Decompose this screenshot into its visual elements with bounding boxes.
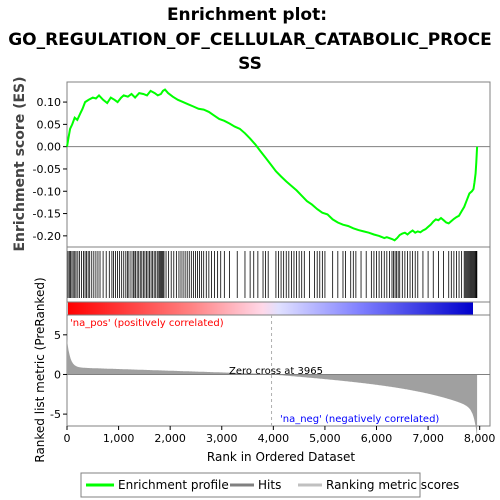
es-y-tick-label: -0.05 (33, 163, 61, 176)
es-y-tick-label: 0.10 (37, 96, 62, 109)
metric-y-tick-label: 0 (54, 368, 61, 381)
neg-label: 'na_neg' (negatively correlated) (280, 414, 439, 425)
correlation-color-bar (68, 302, 473, 315)
es-y-tick-label: 0.00 (37, 141, 62, 154)
es-y-tick-label: -0.10 (33, 185, 61, 198)
x-tick-label: 1,000 (103, 432, 135, 445)
legend-label-ranking: Ranking metric scores (326, 478, 459, 492)
x-tick-label: 8,000 (464, 432, 496, 445)
x-tick-label: 4,000 (258, 432, 290, 445)
es-y-ticks: 0.10 0.05 0.00 -0.05 -0.10 -0.15 -0.20 (33, 96, 67, 243)
es-panel-frame (66, 81, 491, 248)
metric-y-axis-label: Ranked list metric (PreRanked) (33, 277, 47, 462)
chart-title-line-3: SS (238, 54, 262, 74)
zero-cross-label: Zero cross at 3965 (229, 366, 323, 377)
x-tick-label: 7,000 (412, 432, 444, 445)
legend-label-enrichment: Enrichment profile (118, 478, 229, 492)
es-y-axis-label: Enrichment score (ES) (12, 76, 28, 251)
es-y-tick-label: -0.20 (33, 230, 61, 243)
es-panel: 0.10 0.05 0.00 -0.05 -0.10 -0.15 -0.20 Enrichm… (12, 76, 491, 252)
hits-panel (66, 246, 491, 303)
es-y-tick-label: 0.05 (37, 118, 62, 131)
es-y-tick-label: -0.15 (33, 208, 61, 221)
x-tick-label: 6,000 (361, 432, 393, 445)
x-axis-label: Rank in Ordered Dataset (207, 450, 355, 464)
chart-title-line-1: Enrichment plot: (167, 5, 327, 25)
x-tick-label: 3,000 (206, 432, 238, 445)
metric-y-tick-label: 5 (54, 329, 61, 342)
metric-panel: 50-5 'na_pos' (positively correlated) Ze… (33, 277, 491, 463)
chart-title-line-2: GO_REGULATION_OF_CELLULAR_CATABOLIC_PROC… (8, 30, 492, 50)
hit-ticks (67, 251, 478, 298)
x-tick-label: 5,000 (309, 432, 341, 445)
enrichment-profile-line (66, 88, 479, 242)
x-tick-label: 0 (64, 432, 71, 445)
x-tick-label: 2,000 (154, 432, 186, 445)
legend-label-hits: Hits (258, 478, 281, 492)
x-axis-ticks: 0 1,000 2,000 3,000 4,000 5,000 6,000 7,000 8,00… (64, 426, 496, 445)
metric-y-ticks: 5 0 -5 (50, 329, 67, 421)
pos-label: 'na_pos' (positively correlated) (70, 318, 224, 329)
metric-y-tick-label: -5 (50, 408, 61, 421)
legend: Enrichment profile Hits Ranking metric s… (80, 472, 459, 498)
